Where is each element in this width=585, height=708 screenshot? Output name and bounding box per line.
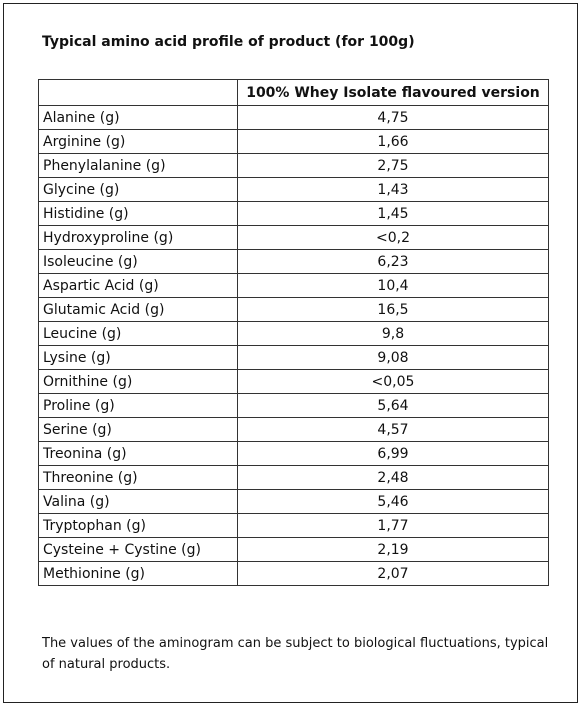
amino-value: 6,23 (237, 249, 549, 274)
amino-value: 9,8 (237, 321, 549, 346)
table-row: Tryptophan (g) 1,77 (38, 513, 549, 538)
amino-value: 1,77 (237, 513, 549, 538)
amino-value: 2,75 (237, 153, 549, 178)
amino-value: 4,57 (237, 417, 549, 442)
frame (3, 3, 578, 703)
amino-value: <0,2 (237, 225, 549, 250)
table-row: Serine (g) 4,57 (38, 417, 549, 442)
amino-value: 6,99 (237, 441, 549, 466)
amino-name: Glutamic Acid (g) (38, 297, 238, 322)
amino-name: Alanine (g) (38, 105, 238, 130)
amino-name: Histidine (g) (38, 201, 238, 226)
amino-value: 10,4 (237, 273, 549, 298)
header-cell (38, 79, 238, 106)
footnote: The values of the aminogram can be subje… (42, 636, 549, 672)
table-row: Valina (g) 5,46 (38, 489, 549, 514)
table-row: Proline (g) 5,64 (38, 393, 549, 418)
table-row: Aspartic Acid (g) 10,4 (38, 273, 549, 298)
amino-table: 100% Whey Isolate flavoured version Alan… (38, 79, 549, 586)
table-row: Arginine (g) 1,66 (38, 129, 549, 154)
header-row: 100% Whey Isolate flavoured version (38, 79, 549, 106)
amino-name: Lysine (g) (38, 345, 238, 370)
amino-value: <0,05 (237, 369, 549, 394)
table-body: Alanine (g) 4,75 Arginine (g) 1,66 Phenylala… (38, 105, 549, 586)
table-row: Alanine (g) 4,75 (38, 105, 549, 130)
table-row: Histidine (g) 1,45 (38, 201, 549, 226)
amino-name: Cysteine + Cystine (g) (38, 537, 238, 562)
amino-name: Isoleucine (g) (38, 249, 238, 274)
amino-name: Arginine (g) (38, 129, 238, 154)
amino-name: Ornithine (g) (38, 369, 238, 394)
amino-value: 2,07 (237, 561, 549, 586)
amino-name: Methionine (g) (38, 561, 238, 586)
table-row: Glutamic Acid (g) 16,5 (38, 297, 549, 322)
amino-name: Valina (g) (38, 489, 238, 514)
table-row: Phenylalanine (g) 2,75 (38, 153, 549, 178)
table-row: Hydroxyproline (g) <0,2 (38, 225, 549, 250)
table-row: Treonina (g) 6,99 (38, 441, 549, 466)
amino-value: 1,43 (237, 177, 549, 202)
table-row: Ornithine (g) <0,05 (38, 369, 549, 394)
amino-name: Treonina (g) (38, 441, 238, 466)
amino-name: Serine (g) (38, 417, 238, 442)
amino-name: Phenylalanine (g) (38, 153, 238, 178)
table-row: Leucine (g) 9,8 (38, 321, 549, 346)
amino-value: 4,75 (237, 105, 549, 130)
amino-name: Leucine (g) (38, 321, 238, 346)
header-cell: 100% Whey Isolate flavoured version (237, 79, 549, 106)
amino-name: Hydroxyproline (g) (38, 225, 238, 250)
amino-value: 2,48 (237, 465, 549, 490)
table-row: Isoleucine (g) 6,23 (38, 249, 549, 274)
amino-value: 16,5 (237, 297, 549, 322)
table-row: Cysteine + Cystine (g) 2,19 (38, 537, 549, 562)
amino-name: Aspartic Acid (g) (38, 273, 238, 298)
amino-value: 2,19 (237, 537, 549, 562)
amino-name: Tryptophan (g) (38, 513, 238, 538)
amino-value: 1,66 (237, 129, 549, 154)
amino-value: 9,08 (237, 345, 549, 370)
amino-value: 5,46 (237, 489, 549, 514)
table-row: Glycine (g) 1,43 (38, 177, 549, 202)
table-row: Threonine (g) 2,48 (38, 465, 549, 490)
amino-name: Threonine (g) (38, 465, 238, 490)
table-row: Methionine (g) 2,07 (38, 561, 549, 586)
title: Typical amino acid profile of product (f… (42, 34, 415, 50)
amino-name: Glycine (g) (38, 177, 238, 202)
amino-name: Proline (g) (38, 393, 238, 418)
amino-value: 1,45 (237, 201, 549, 226)
amino-value: 5,64 (237, 393, 549, 418)
table-row: Lysine (g) 9,08 (38, 345, 549, 370)
